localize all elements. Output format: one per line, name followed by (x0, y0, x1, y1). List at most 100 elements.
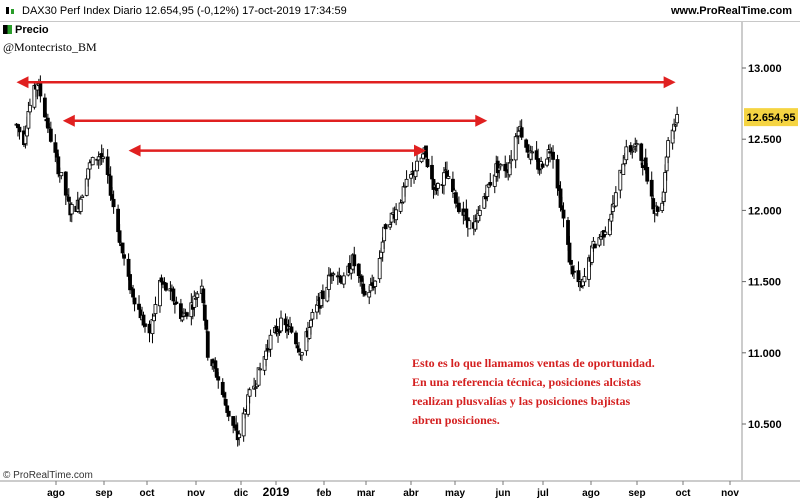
y-tick-label: 11.000 (748, 348, 781, 360)
candle (624, 139, 629, 165)
candle (498, 163, 503, 169)
brand-link[interactable]: www.ProRealTime.com (670, 5, 792, 17)
candle (519, 119, 524, 140)
candle (132, 297, 137, 312)
x-tick-label: feb (317, 488, 332, 499)
candle (300, 351, 304, 362)
y-tick-label: 11.500 (748, 277, 781, 289)
candle (59, 172, 64, 180)
candle (42, 93, 47, 118)
candle (153, 296, 158, 321)
x-tick-label: abr (403, 488, 419, 499)
candle (352, 246, 357, 274)
candle (122, 252, 126, 266)
x-tick-label: jul (536, 488, 549, 499)
candle (525, 143, 530, 154)
candle (362, 288, 367, 297)
double-arrow (16, 76, 676, 89)
candle (649, 171, 654, 200)
last-price-tag: 12.654,95 (744, 108, 798, 127)
candle (69, 202, 74, 223)
chart-title: DAX30 Perf Index Diario 12.654,95 (-0,12… (22, 5, 347, 17)
candle (613, 186, 618, 208)
candle (78, 196, 83, 215)
candle (582, 267, 587, 287)
candle (184, 311, 189, 320)
candle (630, 150, 635, 159)
candle (477, 205, 482, 221)
candle (618, 169, 623, 199)
annotation-text: Esto es lo que llamamos ventas de oportu… (412, 356, 655, 427)
candle (404, 170, 409, 188)
price-tag-box (744, 108, 798, 127)
candle (56, 153, 61, 178)
author-tag: @Montecristo_BM (3, 40, 97, 54)
candle (645, 163, 650, 185)
x-tick-label: sep (628, 488, 645, 499)
y-tick-label: 12.000 (748, 205, 782, 217)
arrows-layer (16, 76, 676, 157)
x-tick-label: dic (234, 488, 249, 499)
x-tick-label: nov (721, 488, 739, 499)
x-tick-label: jun (495, 488, 511, 499)
candle (90, 156, 95, 166)
candle (383, 223, 388, 230)
candle (356, 263, 361, 283)
y-tick-label: 13.000 (748, 63, 782, 75)
candle (111, 190, 116, 214)
candle (164, 282, 168, 292)
candle (320, 284, 325, 308)
chart-header: DAX30 Perf Index Diario 12.654,95 (-0,12… (0, 0, 800, 22)
candle (603, 226, 608, 237)
candle (456, 196, 461, 214)
candle (279, 310, 283, 333)
candle (192, 290, 197, 317)
candle (171, 286, 176, 304)
y-tick-label: 12.500 (748, 134, 782, 146)
candle (247, 387, 252, 404)
header-divider (0, 21, 800, 22)
candle (572, 265, 576, 279)
x-tick-label: nov (187, 488, 205, 499)
candle (331, 271, 336, 282)
x-tick-label: oct (140, 488, 156, 499)
candle (530, 146, 535, 161)
legend-label: Precio (15, 24, 49, 36)
double-arrow (128, 144, 427, 157)
candle (17, 124, 22, 140)
candle (561, 202, 566, 228)
candle (509, 150, 514, 169)
candle (268, 329, 273, 357)
candle (310, 308, 315, 326)
candle (507, 155, 512, 178)
candle (442, 167, 446, 195)
candle (174, 296, 179, 305)
legend: Precio (3, 24, 49, 36)
candle (488, 173, 493, 187)
candle (237, 430, 242, 446)
candle (341, 272, 346, 289)
candle-icon (6, 7, 14, 14)
candle (258, 362, 262, 371)
legend-swatch-icon (3, 25, 12, 34)
y-tick-label: 10.500 (748, 419, 782, 431)
candle (216, 372, 221, 389)
candle (297, 341, 301, 354)
double-arrow (62, 114, 488, 127)
candle (639, 142, 644, 165)
x-tick-label: ago (47, 488, 65, 499)
candle (195, 290, 200, 307)
candle (394, 203, 399, 226)
x-tick-label: may (445, 488, 465, 499)
candle (373, 280, 378, 295)
footer-brand: © ProRealTime.com (3, 470, 93, 481)
candle (655, 205, 660, 217)
candle (101, 148, 106, 163)
candle (436, 182, 440, 196)
candle (425, 152, 430, 168)
candle (28, 98, 32, 115)
candle (48, 121, 53, 143)
candle (289, 323, 294, 334)
candle (540, 162, 545, 168)
